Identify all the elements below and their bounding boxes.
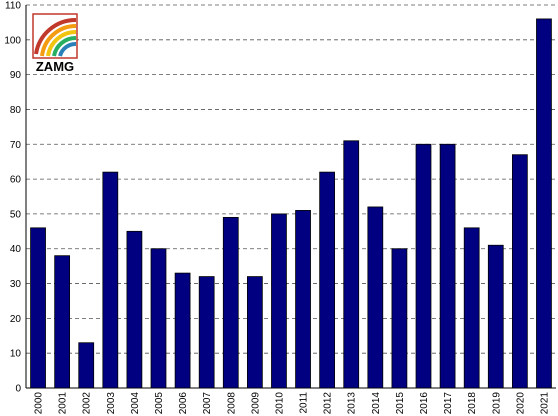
x-tick-label: 2015 [395, 392, 406, 415]
bar [415, 143, 432, 389]
x-tick-label: 2007 [202, 392, 213, 415]
bar [150, 248, 167, 389]
plot: 0 10 20 30 40 50 60 70 80 90 100 110 2000 2001 2002 200… [4, 1, 556, 415]
bar [391, 248, 408, 389]
x-tick-label: 2003 [106, 392, 117, 415]
bar [511, 154, 528, 389]
logo-arc [58, 42, 77, 57]
bar [30, 227, 46, 389]
bar [126, 230, 143, 389]
logo: ZAMG [32, 13, 78, 74]
x-tick-label: 2005 [154, 392, 165, 415]
x-tick-label: 2012 [323, 392, 334, 415]
x-tick-label: 2002 [82, 392, 93, 415]
x-tick-label: 2014 [371, 392, 382, 415]
bar [198, 276, 215, 389]
bar [439, 143, 456, 389]
x-tick-label: 2013 [347, 392, 358, 415]
y-tick-label: 40 [10, 244, 22, 255]
bar [536, 18, 552, 389]
y-tick-label: 80 [10, 105, 22, 116]
x-tick-label: 2021 [539, 392, 550, 415]
x-tick-label: 2016 [419, 392, 430, 415]
y-tick-label: 60 [10, 175, 22, 186]
bar [78, 342, 95, 389]
bar [246, 276, 263, 389]
x-tick-label: 2009 [250, 392, 261, 415]
bar [319, 171, 336, 389]
y-tick-label: 10 [10, 349, 22, 360]
logo-text: ZAMG [36, 59, 74, 74]
x-tick-label: 2017 [443, 392, 454, 415]
x-tick-label: 2008 [226, 392, 237, 415]
bar [54, 255, 71, 389]
y-tick-label: 110 [5, 1, 21, 12]
logo-arc [34, 17, 77, 55]
logo-arc [46, 29, 77, 57]
x-tick-label: 2006 [178, 392, 189, 415]
x-tick-label: 2020 [515, 392, 526, 415]
bar [271, 213, 287, 389]
y-tick-label: 90 [10, 70, 22, 81]
y-tick-label: 70 [10, 140, 22, 151]
x-tick-label: 2018 [467, 392, 478, 415]
x-tick-label: 2011 [299, 392, 310, 414]
y-tick-label: 30 [10, 279, 22, 290]
logo-arc [52, 35, 77, 57]
bar [174, 272, 191, 389]
bar [367, 206, 384, 389]
y-tick-label: 50 [10, 209, 22, 220]
bar [295, 210, 311, 389]
y-tick-label: 0 [15, 384, 21, 395]
bar [222, 216, 239, 389]
x-tick-label: 2004 [130, 392, 141, 415]
x-tick-label: 2010 [274, 392, 285, 415]
bar [102, 171, 119, 389]
x-tick-label: 2000 [34, 392, 45, 415]
x-tick-label: 2019 [491, 392, 502, 415]
y-tick-label: 100 [4, 35, 21, 46]
bar [343, 140, 360, 389]
x-tick-label: 2001 [58, 392, 69, 415]
y-tick-label: 20 [10, 314, 22, 325]
bar [487, 244, 504, 389]
logo-arc [40, 23, 77, 57]
bar [463, 227, 480, 389]
